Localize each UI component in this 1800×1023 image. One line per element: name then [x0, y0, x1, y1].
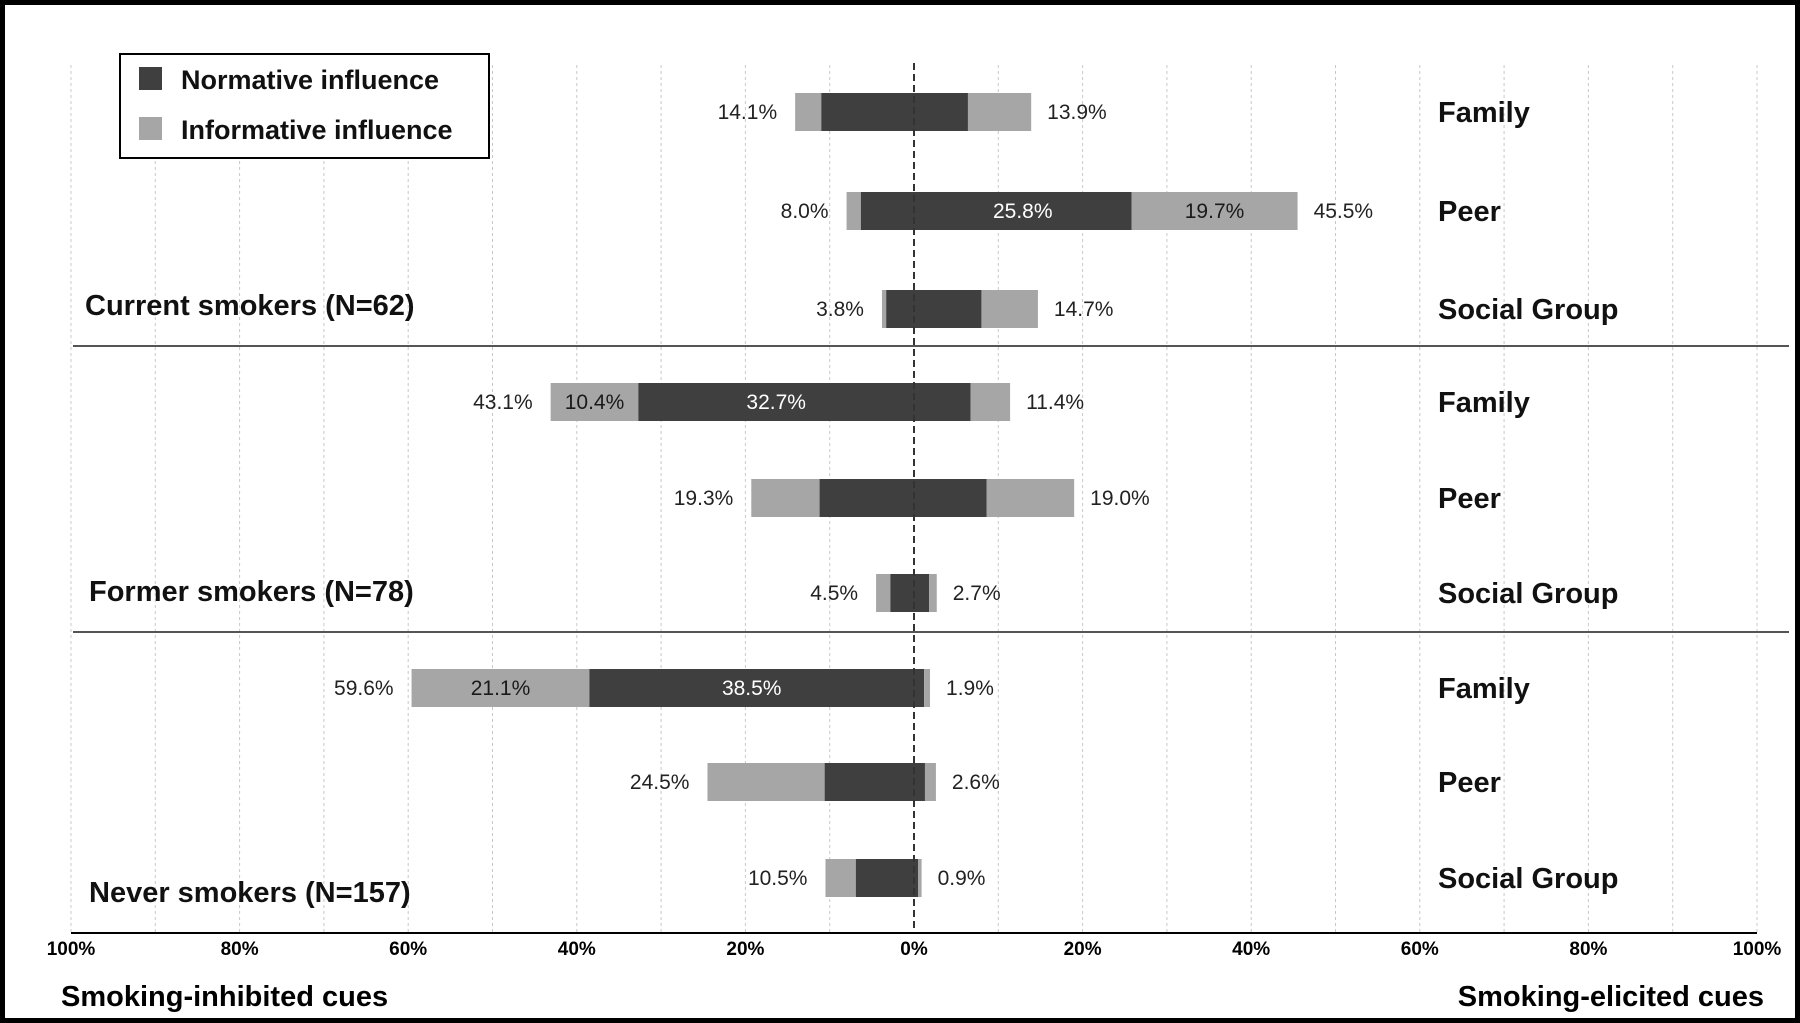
bar-left-informative — [751, 479, 820, 517]
x-tick-label: 60% — [389, 939, 427, 960]
group-label: Never smokers (N=157) — [89, 877, 411, 909]
bar-right-informative — [986, 479, 1075, 517]
bar-left-normative — [860, 192, 914, 230]
x-tick-label: 40% — [1232, 939, 1270, 960]
data-label-left-total: 19.3% — [674, 487, 734, 510]
category-label: Social Group — [1438, 863, 1618, 895]
x-tick-label: 20% — [1064, 939, 1102, 960]
bar-right-informative — [967, 93, 1032, 131]
data-label-left-total: 14.1% — [718, 101, 778, 124]
data-label-left-total: 3.8% — [816, 298, 864, 321]
data-label-right-total: 1.9% — [946, 677, 994, 700]
label-layer: 14.1% 13.9% Family 8.0% 45.5% 25.8% 19.7% Peer 3… — [85, 97, 1618, 909]
bar-left-informative — [411, 669, 590, 707]
bar-left-informative — [707, 763, 825, 801]
bar-left-informative — [881, 290, 887, 328]
x-tick-label: 0% — [900, 939, 928, 960]
axis-layer: 100% 80% 60% 40% 20% 0% 20% 40% 60% 80% 100% Smokin… — [47, 63, 1782, 1013]
grid-layer — [70, 65, 1789, 933]
data-label-left-informative: 21.1% — [471, 677, 531, 700]
legend-swatch — [139, 117, 162, 140]
data-label-right-total: 13.9% — [1047, 101, 1107, 124]
data-label-right-total: 0.9% — [938, 867, 986, 890]
bar-left-normative — [819, 479, 914, 517]
data-label-right-normative: 25.8% — [993, 200, 1053, 223]
bar-right-informative — [1131, 192, 1298, 230]
data-label-left-total: 24.5% — [630, 771, 690, 794]
data-label-right-total: 45.5% — [1314, 200, 1374, 223]
data-label-right-total: 2.6% — [952, 771, 1000, 794]
group-label: Current smokers (N=62) — [85, 290, 415, 322]
category-label: Peer — [1438, 483, 1501, 515]
category-label: Peer — [1438, 196, 1501, 228]
data-label-left-normative: 38.5% — [722, 677, 782, 700]
bar-left-informative — [550, 383, 639, 421]
data-label-right-total: 11.4% — [1026, 391, 1084, 414]
legend-label: Informative influence — [181, 115, 453, 145]
bar-right-informative — [970, 383, 1011, 421]
bar-right-normative — [914, 479, 987, 517]
data-label-right-total: 14.7% — [1054, 298, 1114, 321]
axis-title-right: Smoking-elicited cues — [1458, 981, 1764, 1013]
x-tick-label: 60% — [1401, 939, 1439, 960]
category-label: Social Group — [1438, 294, 1618, 326]
x-tick-label: 80% — [221, 939, 259, 960]
x-tick-label: 40% — [558, 939, 596, 960]
bar-left-informative — [825, 859, 856, 897]
bar-right-normative — [914, 93, 968, 131]
data-label-right-total: 2.7% — [953, 582, 1001, 605]
diverging-bar-chart: 14.1% 13.9% Family 8.0% 45.5% 25.8% 19.7% Peer 3… — [47, 53, 1789, 1013]
bar-layer — [411, 93, 1298, 897]
bar-right-normative — [914, 763, 925, 801]
category-label: Family — [1438, 673, 1530, 705]
bar-left-normative — [890, 574, 914, 612]
bar-left-normative — [824, 763, 914, 801]
data-label-left-total: 59.6% — [334, 677, 394, 700]
data-label-left-total: 4.5% — [810, 582, 858, 605]
bar-right-normative — [914, 383, 971, 421]
data-label-right-total: 19.0% — [1090, 487, 1150, 510]
legend: Normative influence Informative influence — [119, 53, 490, 159]
group-label: Former smokers (N=78) — [89, 576, 414, 608]
data-label-left-total: 43.1% — [473, 391, 533, 414]
category-label: Social Group — [1438, 578, 1618, 610]
bar-right-informative — [918, 859, 922, 897]
x-tick-label: 80% — [1569, 939, 1607, 960]
x-tick-label: 20% — [726, 939, 764, 960]
bar-right-informative — [929, 574, 937, 612]
bar-left-informative — [846, 192, 861, 230]
bar-left-normative — [638, 383, 914, 421]
bar-right-informative — [924, 763, 936, 801]
data-label-left-informative: 10.4% — [565, 391, 625, 414]
legend-box — [119, 53, 490, 159]
bar-left-normative — [855, 859, 914, 897]
x-tick-label: 100% — [47, 939, 96, 960]
legend-label: Normative influence — [181, 65, 439, 95]
bar-left-informative — [795, 93, 822, 131]
category-label: Family — [1438, 387, 1530, 419]
data-label-right-informative: 19.7% — [1185, 200, 1245, 223]
bar-right-normative — [914, 859, 919, 897]
bar-right-normative — [914, 669, 925, 707]
bar-left-informative — [876, 574, 891, 612]
data-label-left-total: 10.5% — [748, 867, 808, 890]
x-tick-label: 100% — [1733, 939, 1782, 960]
axis-title-left: Smoking-inhibited cues — [61, 981, 388, 1013]
category-label: Family — [1438, 97, 1530, 129]
bar-right-informative — [981, 290, 1038, 328]
bar-right-normative — [914, 574, 930, 612]
bar-right-normative — [914, 192, 1132, 230]
bar-left-normative — [821, 93, 914, 131]
legend-swatch — [139, 67, 162, 90]
bar-left-normative — [589, 669, 914, 707]
data-label-left-normative: 32.7% — [746, 391, 806, 414]
bar-right-normative — [914, 290, 982, 328]
bar-left-normative — [886, 290, 914, 328]
category-label: Peer — [1438, 767, 1501, 799]
data-label-left-total: 8.0% — [781, 200, 829, 223]
bar-right-informative — [924, 669, 931, 707]
